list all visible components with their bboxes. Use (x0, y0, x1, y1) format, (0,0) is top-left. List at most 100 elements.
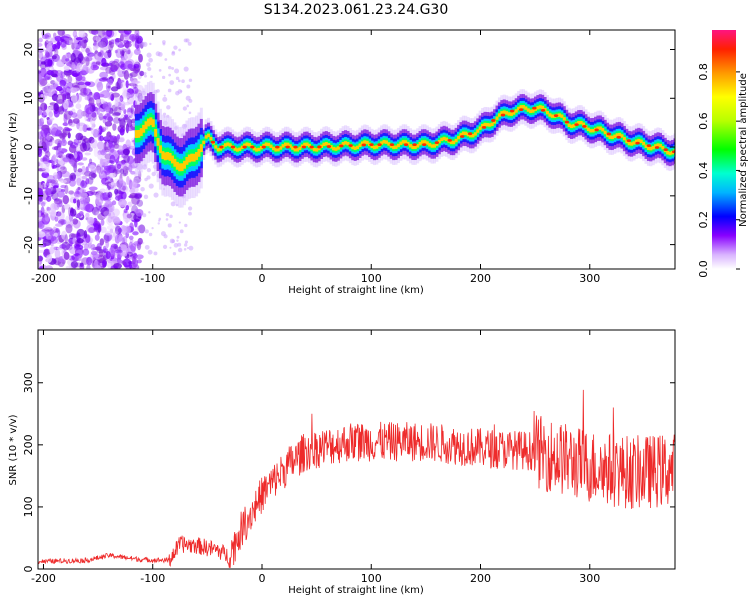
ridge-segment (500, 111, 504, 115)
ridge-segment (315, 148, 319, 152)
ridge-segment (442, 136, 446, 141)
ridge-peak (654, 146, 660, 149)
noise-blob (99, 71, 109, 79)
noise-blob (122, 169, 129, 176)
noise-blob (54, 216, 59, 222)
ridge-segment (332, 146, 336, 151)
noise-blob (126, 213, 132, 219)
noise-blob (131, 80, 141, 84)
ridge-segment (466, 132, 470, 137)
noise-blob (129, 33, 137, 42)
ridge-segment (279, 146, 283, 150)
ridge-segment (666, 151, 670, 155)
noise-blob (162, 244, 168, 250)
ridge-segment (360, 141, 364, 145)
noise-blob (107, 85, 111, 89)
noise-blob (61, 54, 68, 64)
noise-blob (76, 144, 81, 153)
noise-blob (62, 95, 66, 101)
noise-blob (62, 122, 69, 127)
noise-blob (185, 38, 190, 43)
noise-blob (65, 223, 73, 234)
noise-blob (169, 214, 173, 219)
noise-blob (96, 108, 100, 115)
noise-blob (88, 97, 95, 106)
noise-blob (109, 154, 116, 165)
ridge-segment (637, 138, 641, 143)
ridge-segment (274, 148, 278, 152)
ridge-segment (502, 110, 506, 114)
noise-blob (123, 225, 131, 234)
noise-blob (118, 198, 127, 208)
noise-blob (91, 111, 97, 118)
noise-blob (107, 49, 112, 58)
noise-blob (121, 103, 126, 112)
ridge-segment (586, 127, 590, 132)
noise-blob (120, 159, 127, 164)
noise-blob (85, 107, 93, 115)
noise-blob (129, 141, 136, 149)
ridge-segment (269, 144, 273, 148)
noise-blob (63, 34, 71, 39)
ridge-segment (168, 152, 172, 161)
ridge-segment (396, 143, 400, 148)
noise-blob (50, 80, 56, 85)
ridge-segment (308, 143, 312, 148)
noise-blob (84, 243, 89, 251)
noise-blob (81, 175, 87, 180)
noise-blob (79, 192, 88, 199)
ridge-segment (469, 133, 473, 138)
ridge-segment (252, 147, 256, 151)
ridge-segment (630, 142, 634, 146)
noise-blob (117, 227, 123, 234)
ridge-segment (507, 112, 511, 116)
ridge-segment (199, 144, 203, 153)
y-tick-label: 200 (22, 434, 35, 455)
noise-blob (99, 192, 105, 201)
ridge-segment (459, 133, 463, 137)
ridge-segment (283, 142, 287, 147)
ridge-segment (380, 141, 384, 145)
ridge-segment (156, 137, 160, 146)
noise-blob (38, 162, 41, 167)
noise-blob (184, 223, 188, 228)
x-tick-label: -100 (140, 572, 165, 585)
ridge-segment (485, 122, 489, 127)
noise-blob (171, 239, 176, 244)
noise-blob (58, 151, 64, 155)
noise-blob (80, 180, 88, 189)
ridge-peak (242, 145, 247, 149)
noise-blob (148, 211, 151, 214)
ridge-segment (370, 144, 374, 149)
noise-blob (99, 158, 104, 167)
colorbar: 0.0 0.2 0.4 0.6 0.8 Normalized spectral ampl… (697, 30, 749, 278)
ridge-segment (497, 113, 501, 117)
noise-blob (114, 49, 118, 54)
noise-blob (75, 103, 82, 110)
noise-blob (67, 75, 73, 83)
noise-blob (120, 190, 127, 201)
ridge-segment (656, 143, 660, 147)
noise-blob (48, 111, 54, 118)
y-tick-label: 20 (22, 43, 35, 57)
ridge-segment (281, 144, 285, 148)
ridge-segment (303, 142, 307, 147)
noise-blob (70, 94, 78, 104)
ridge-segment (178, 163, 182, 172)
noise-blob (88, 164, 96, 171)
noise-blob (123, 30, 132, 35)
noise-blob (49, 104, 54, 110)
noise-blob (72, 118, 80, 124)
noise-blob (38, 59, 43, 67)
ridge-segment (154, 128, 158, 137)
noise-blob (144, 229, 149, 234)
noise-blob (75, 37, 83, 41)
snr-y-label: SNR (10 * v/v) (8, 414, 19, 485)
noise-blob (146, 168, 151, 173)
colorbar-gradient (712, 30, 736, 269)
noise-blob (54, 35, 62, 42)
noise-blob (174, 68, 180, 74)
noise-blob (111, 92, 120, 98)
noise-blob (38, 212, 41, 218)
